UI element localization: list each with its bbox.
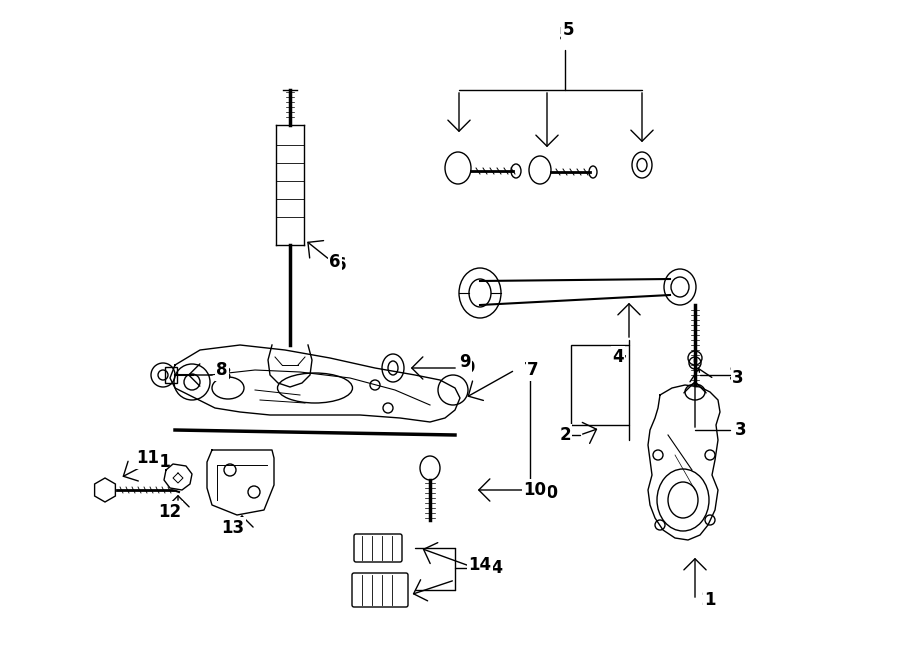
Text: 2: 2 xyxy=(560,426,572,444)
Text: 7: 7 xyxy=(524,361,536,379)
Text: 12: 12 xyxy=(158,501,182,519)
Bar xyxy=(165,367,177,383)
Text: 5: 5 xyxy=(559,26,571,44)
Polygon shape xyxy=(480,279,670,305)
Text: 3: 3 xyxy=(735,421,747,439)
Polygon shape xyxy=(164,464,192,490)
Text: 13: 13 xyxy=(222,519,246,537)
Text: 11: 11 xyxy=(137,449,159,467)
Text: 3: 3 xyxy=(733,369,743,387)
Text: 1: 1 xyxy=(704,591,716,609)
Text: 6: 6 xyxy=(329,253,341,271)
Polygon shape xyxy=(207,450,274,515)
Text: 14: 14 xyxy=(480,559,503,577)
Bar xyxy=(571,345,629,425)
Text: 9: 9 xyxy=(459,353,471,371)
Text: 8: 8 xyxy=(220,366,231,384)
Text: 7: 7 xyxy=(527,361,539,379)
Text: 6: 6 xyxy=(335,256,346,274)
Text: 14: 14 xyxy=(468,556,491,574)
Polygon shape xyxy=(648,385,720,540)
Polygon shape xyxy=(276,125,304,245)
Polygon shape xyxy=(268,345,312,387)
Text: 13: 13 xyxy=(221,519,245,537)
Text: 2: 2 xyxy=(559,426,571,444)
Text: 3: 3 xyxy=(729,366,741,384)
Text: 12: 12 xyxy=(158,503,182,521)
Text: 11: 11 xyxy=(148,453,171,471)
Text: 1: 1 xyxy=(700,591,712,609)
Text: 10: 10 xyxy=(524,481,546,499)
Text: 9: 9 xyxy=(463,359,474,377)
Text: 4: 4 xyxy=(614,346,626,364)
Text: 10: 10 xyxy=(535,484,558,502)
Text: 5: 5 xyxy=(562,21,574,39)
Polygon shape xyxy=(170,345,460,422)
Text: 8: 8 xyxy=(216,361,228,379)
Text: 4: 4 xyxy=(612,348,624,366)
